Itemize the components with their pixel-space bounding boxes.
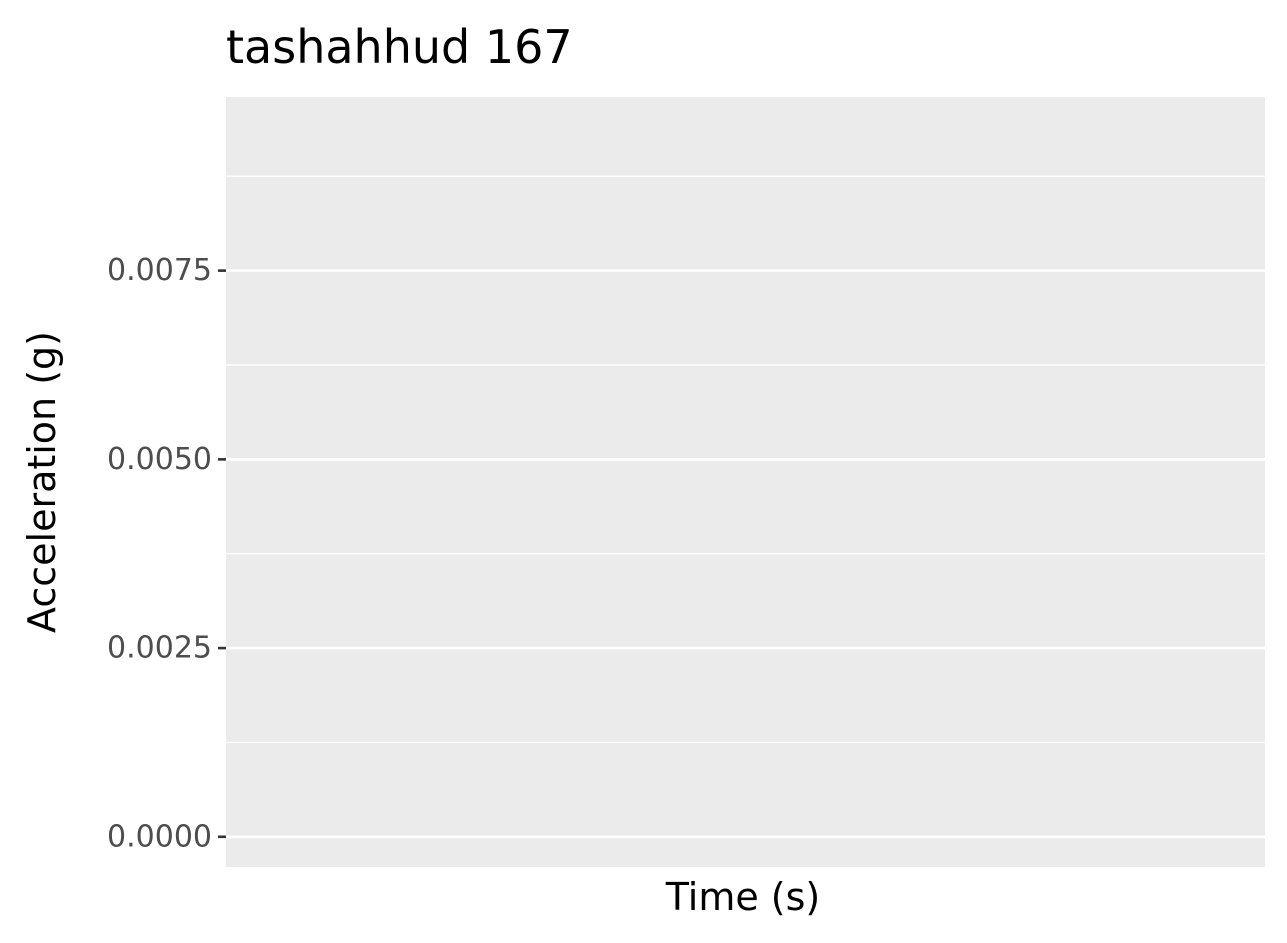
y-axis-title: Acceleration (g) xyxy=(20,331,64,633)
plot-panel xyxy=(226,97,1265,867)
x-axis-title: Time (s) xyxy=(665,875,821,919)
y-tick-label-1: 0.0025 xyxy=(107,631,212,666)
major-grid xyxy=(226,269,1265,839)
y-axis-ticks xyxy=(218,269,226,839)
minor-grid xyxy=(226,175,1265,744)
y-tick-label-3: 0.0075 xyxy=(107,253,212,288)
y-tick-label-0: 0.0000 xyxy=(107,819,212,854)
chart-title: tashahhud 167 xyxy=(226,20,573,74)
y-axis-tick-labels: 0.0000 0.0025 0.0050 0.0075 xyxy=(107,253,212,854)
y-tick-label-2: 0.0050 xyxy=(107,442,212,477)
